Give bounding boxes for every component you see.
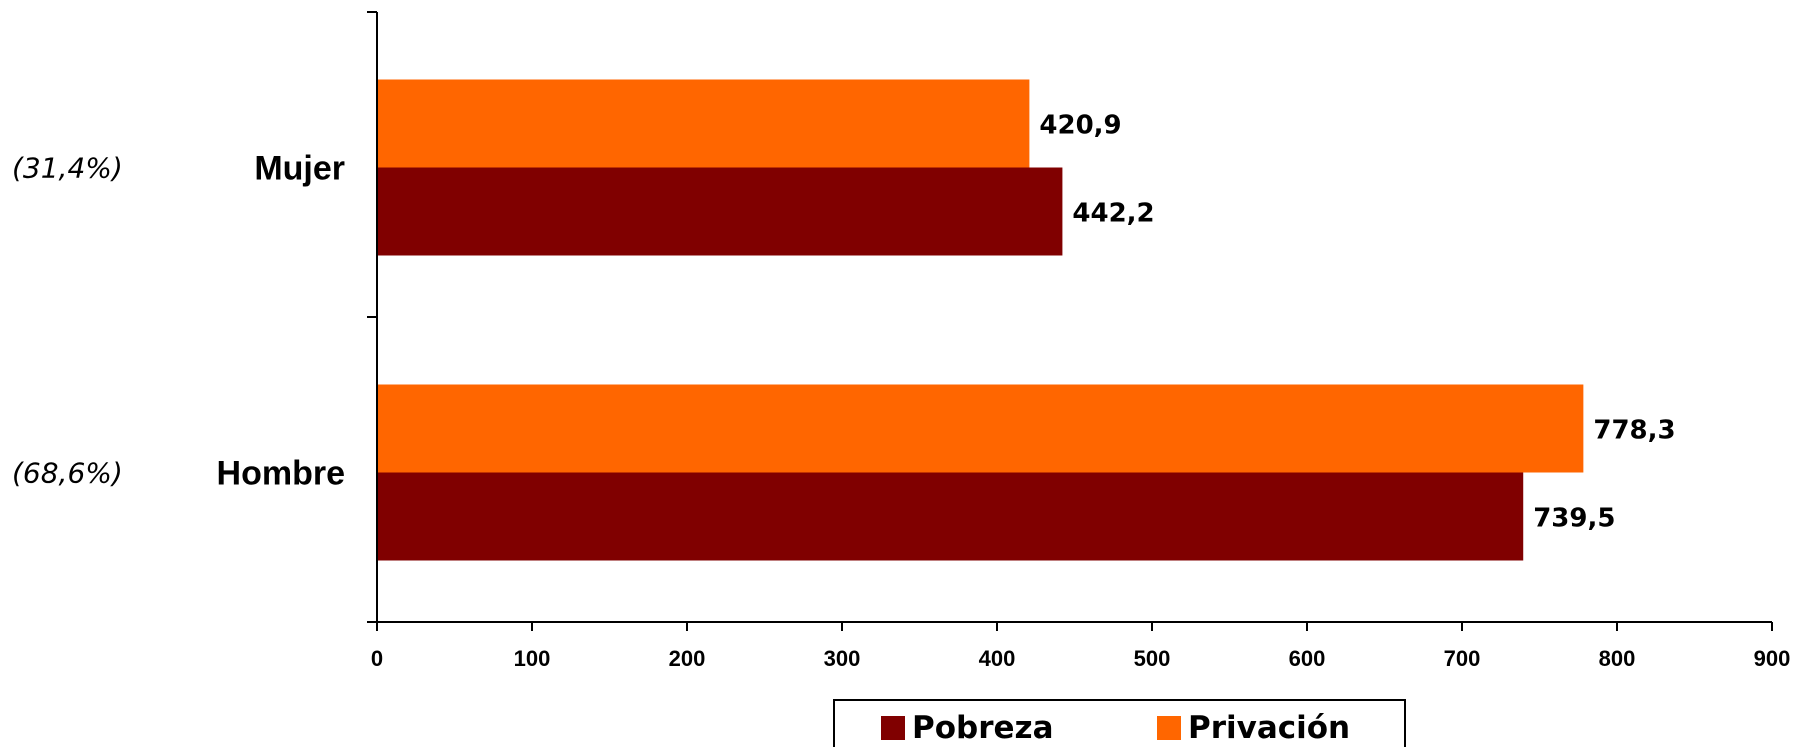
data-label: 739,5 — [1533, 504, 1615, 534]
x-tick-label: 900 — [1754, 646, 1791, 671]
legend: Pobreza Privación — [833, 699, 1406, 747]
category-share-label: (31,4%) — [12, 152, 123, 185]
data-label: 420,9 — [1039, 111, 1121, 141]
x-tick-label: 800 — [1599, 646, 1636, 671]
bar-privacin-hombre — [378, 384, 1584, 473]
x-tick-label: 500 — [1134, 646, 1171, 671]
legend-label-privacion: Privación — [1188, 710, 1350, 746]
legend-swatch-pobreza — [881, 716, 905, 740]
bar-pobreza-hombre — [378, 472, 1524, 561]
x-tick-label: 600 — [1289, 646, 1326, 671]
bar-pobreza-mujer — [378, 167, 1063, 256]
category-label: Mujer — [254, 150, 345, 188]
x-tick-label: 700 — [1444, 646, 1481, 671]
data-label: 442,2 — [1072, 199, 1154, 229]
x-tick-label: 200 — [669, 646, 706, 671]
x-tick-label: 100 — [514, 646, 551, 671]
legend-swatch-privacion — [1157, 716, 1181, 740]
legend-label-pobreza: Pobreza — [912, 710, 1053, 746]
labels: 420,9 442,2 Mujer (31,4%) 778,3 739,5 Hombre (6… — [12, 111, 1676, 534]
x-tick-label: 0 — [371, 646, 383, 671]
bar-privacin-mujer — [378, 79, 1030, 168]
x-tick-label: 300 — [824, 646, 861, 671]
bars — [378, 79, 1584, 561]
category-share-label: (68,6%) — [12, 457, 123, 490]
data-label: 778,3 — [1593, 416, 1675, 446]
x-tick-label: 400 — [979, 646, 1016, 671]
legend-box — [833, 699, 1406, 747]
category-label: Hombre — [217, 455, 345, 493]
axes: 0 100 200 300 400 500 600 700 800 900 — [367, 11, 1791, 671]
